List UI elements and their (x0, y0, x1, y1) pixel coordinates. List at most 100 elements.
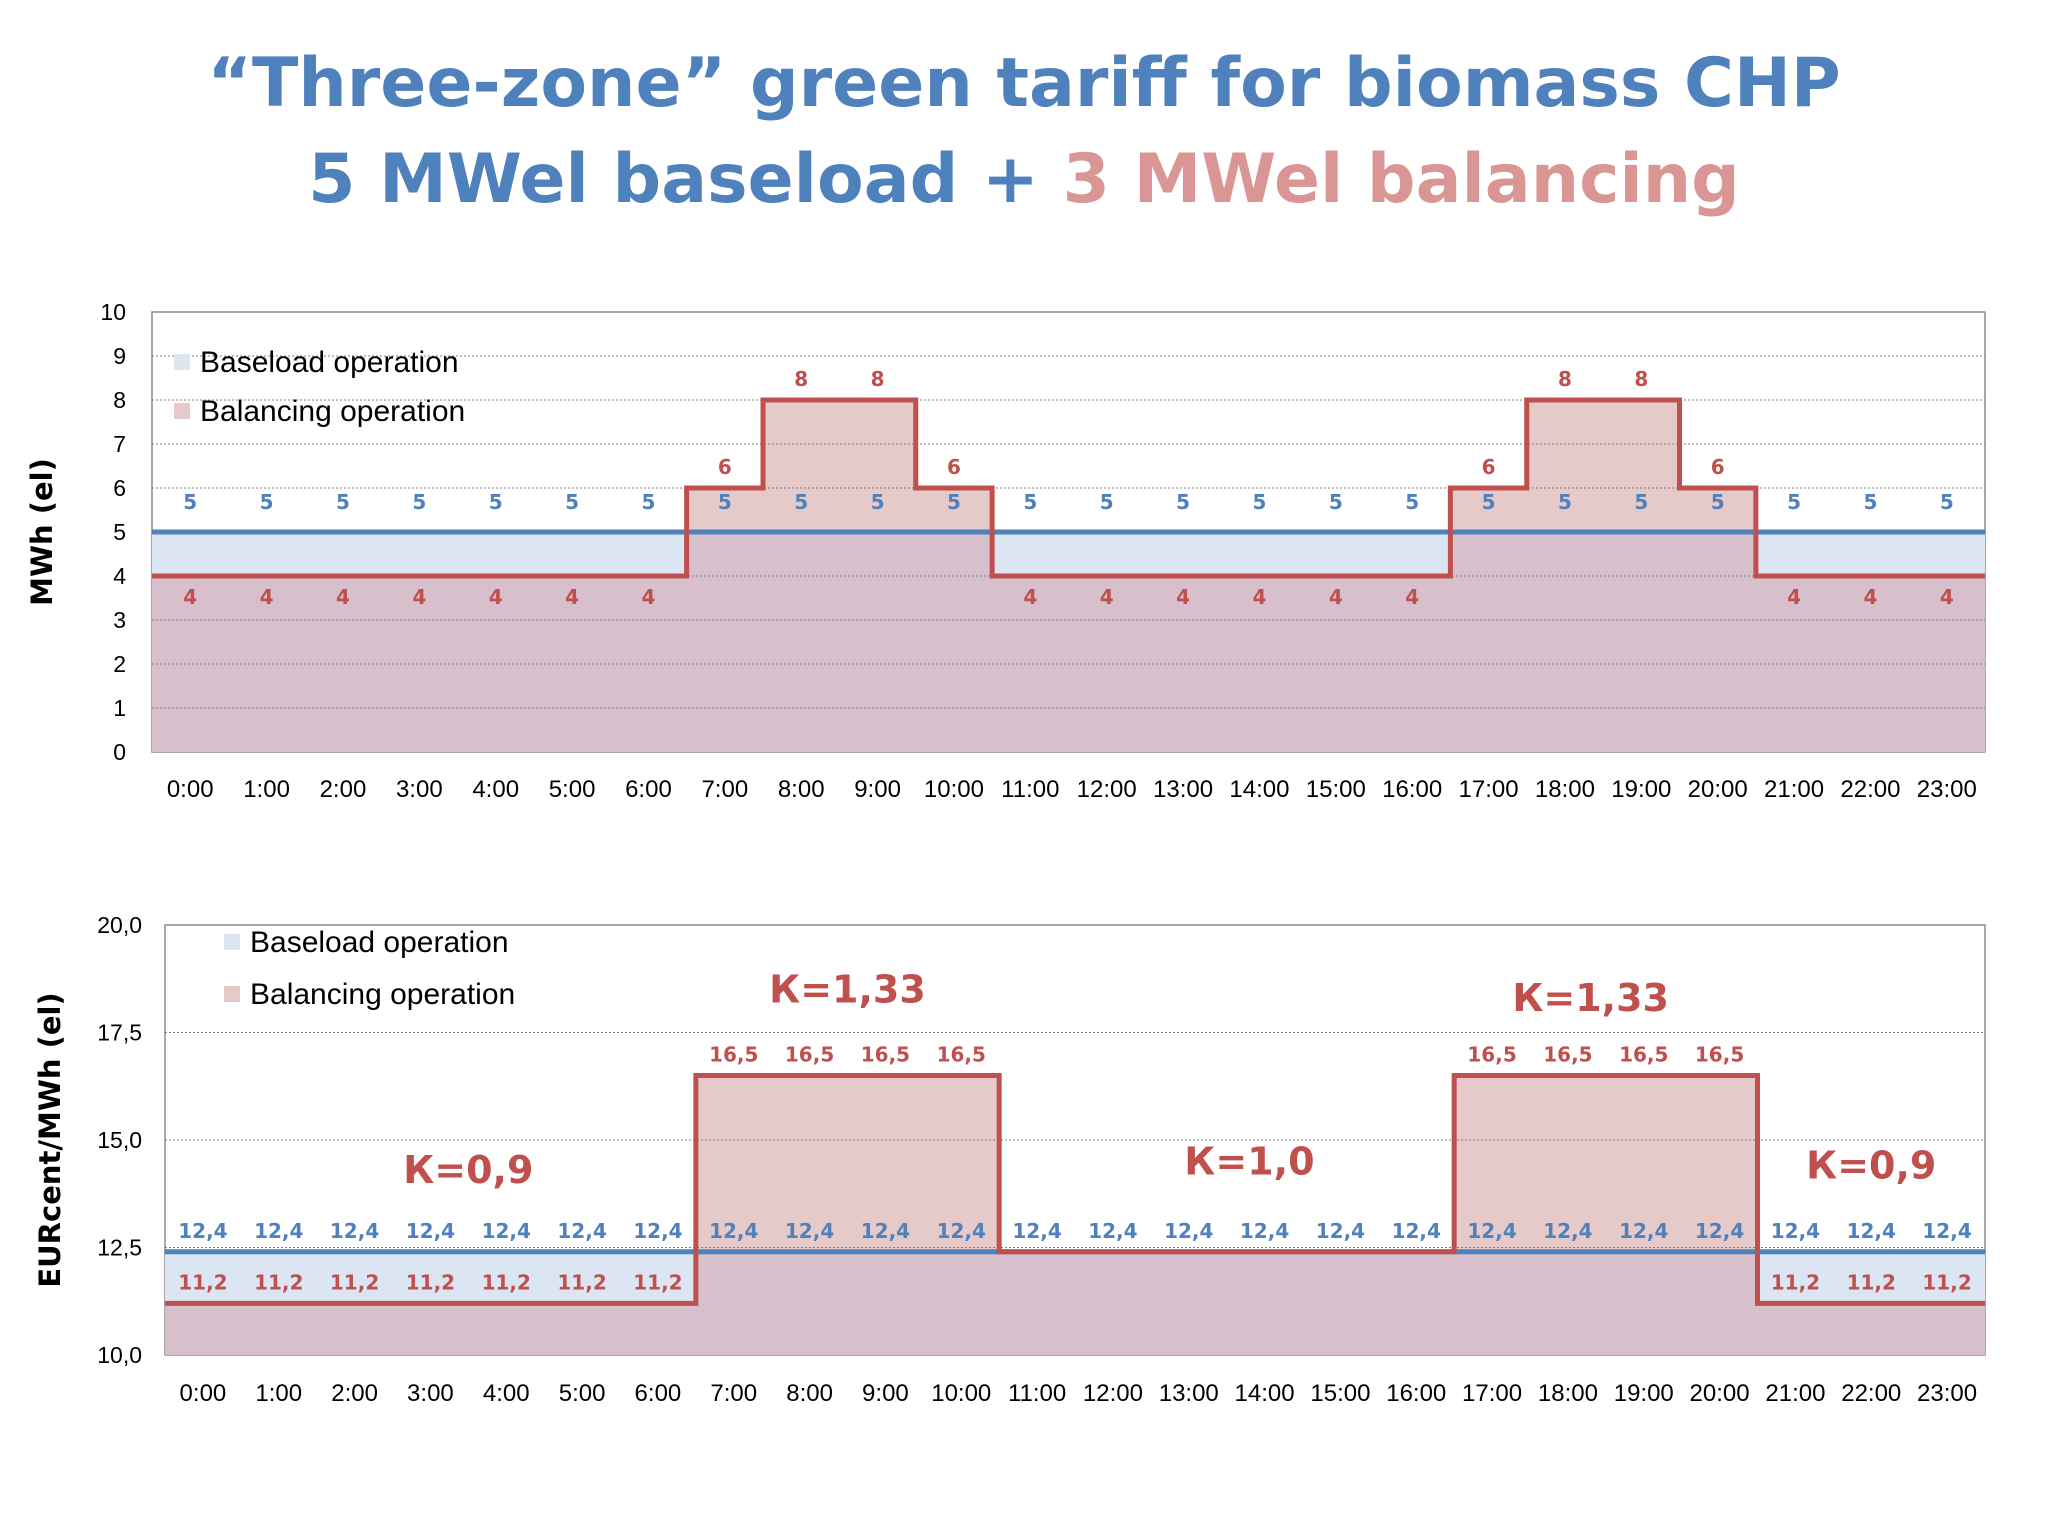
title-line-2: 5 MWel baseload + 3 MWel balancing (0, 132, 2048, 228)
mwh-y-tick-label: 6 (113, 475, 126, 501)
tariff-x-tick-label: 23:00 (1917, 1380, 1977, 1407)
mwh-balancing-data-label: 8 (871, 367, 885, 391)
tariff-k-coefficient-label: К=1,0 (1184, 1139, 1314, 1183)
mwh-x-tick-label: 18:00 (1535, 776, 1595, 803)
tariff-y-tick-label: 12,5 (97, 1235, 142, 1261)
tariff-baseload-data-label: 12,4 (1619, 1219, 1668, 1243)
tariff-y-tick-label: 15,0 (97, 1127, 142, 1153)
mwh-x-tick-label: 19:00 (1611, 776, 1671, 803)
mwh-y-axis-label: MWh (el) (25, 458, 59, 606)
mwh-y-tick-label: 3 (113, 607, 126, 633)
tariff-baseload-data-label: 12,4 (557, 1219, 606, 1243)
mwh-y-tick-label: 8 (113, 387, 126, 413)
tariff-balancing-data-label: 16,5 (937, 1043, 986, 1067)
mwh-balancing-data-label: 4 (489, 585, 503, 609)
tariff-x-tick-label: 17:00 (1462, 1380, 1522, 1407)
mwh-x-tick-label: 20:00 (1688, 776, 1748, 803)
tariff-overlap-area (165, 1251, 1985, 1355)
mwh-x-tick-label: 23:00 (1917, 776, 1977, 803)
tariff-baseload-data-label: 12,4 (1467, 1219, 1516, 1243)
tariff-baseload-data-label: 12,4 (178, 1219, 227, 1243)
tariff-baseload-data-label: 12,4 (254, 1219, 303, 1243)
tariff-x-tick-label: 6:00 (635, 1380, 682, 1407)
mwh-baseload-data-label: 5 (489, 490, 503, 514)
mwh-baseload-data-label: 5 (641, 490, 655, 514)
tariff-x-tick-label: 4:00 (483, 1380, 530, 1407)
tariff-baseload-data-label: 12,4 (633, 1219, 682, 1243)
tariff-balancing-data-label: 16,5 (709, 1043, 758, 1067)
tariff-y-tick-label: 10,0 (97, 1342, 142, 1368)
tariff-x-tick-label: 22:00 (1841, 1380, 1901, 1407)
mwh-y-tick-label: 10 (100, 299, 126, 325)
tariff-x-tick-label: 3:00 (407, 1380, 454, 1407)
title-line-1: “Three-zone” green tariff for biomass CH… (207, 44, 1841, 123)
tariff-balancing-data-label: 16,5 (785, 1043, 834, 1067)
mwh-x-tick-label: 9:00 (854, 776, 901, 803)
tariff-x-tick-label: 8:00 (786, 1380, 833, 1407)
mwh-baseload-data-label: 5 (1787, 490, 1801, 514)
tariff-baseload-data-label: 12,4 (406, 1219, 455, 1243)
mwh-balancing-data-label: 4 (1252, 585, 1266, 609)
mwh-overlap-area (152, 532, 1985, 752)
mwh-legend-swatch (174, 354, 190, 370)
mwh-balancing-data-label: 6 (947, 455, 961, 479)
tariff-balancing-data-label: 11,2 (557, 1270, 606, 1294)
tariff-baseload-data-label: 12,4 (1012, 1219, 1061, 1243)
mwh-x-tick-label: 17:00 (1459, 776, 1519, 803)
tariff-y-axis-label: EURcent/MWh (el) (33, 992, 67, 1287)
tariff-x-tick-label: 14:00 (1235, 1380, 1295, 1407)
tariff-legend-swatch (224, 934, 240, 950)
mwh-x-tick-label: 7:00 (701, 776, 748, 803)
tariff-x-tick-label: 13:00 (1159, 1380, 1219, 1407)
mwh-x-tick-label: 5:00 (549, 776, 596, 803)
mwh-baseload-data-label: 5 (565, 490, 579, 514)
mwh-y-tick-label: 7 (113, 431, 126, 457)
mwh-balancing-data-label: 8 (1634, 367, 1648, 391)
mwh-balancing-line (152, 397, 1985, 579)
tariff-x-tick-label: 19:00 (1614, 1380, 1674, 1407)
mwh-balancing-data-label: 4 (1787, 585, 1801, 609)
mwh-balancing-data-label: 6 (1482, 455, 1496, 479)
tariff-x-tick-label: 2:00 (331, 1380, 378, 1407)
mwh-baseload-data-label: 5 (1023, 490, 1037, 514)
tariff-balancing-data-label: 11,2 (1771, 1270, 1820, 1294)
mwh-baseload-data-label: 5 (1252, 490, 1266, 514)
tariff-baseload-data-label: 12,4 (1695, 1219, 1744, 1243)
mwh-x-tick-label: 15:00 (1306, 776, 1366, 803)
mwh-x-tick-label: 12:00 (1077, 776, 1137, 803)
mwh-balancing-data-label: 6 (1711, 455, 1725, 479)
mwh-x-tick-label: 8:00 (778, 776, 825, 803)
title-baseload-part: 5 MWel baseload + (308, 140, 1063, 219)
mwh-baseload-data-label: 5 (1100, 490, 1114, 514)
tariff-baseload-data-label: 12,4 (1543, 1219, 1592, 1243)
tariff-y-tick-label: 20,0 (97, 912, 142, 938)
mwh-baseload-data-label: 5 (794, 490, 808, 514)
tariff-balancing-data-label: 11,2 (406, 1270, 455, 1294)
mwh-x-tick-label: 11:00 (1001, 776, 1059, 803)
mwh-x-tick-label: 1:00 (243, 776, 290, 803)
mwh-balancing-data-label: 4 (565, 585, 579, 609)
mwh-baseload-data-label: 5 (1558, 490, 1572, 514)
tariff-balancing-data-label: 16,5 (1695, 1043, 1744, 1067)
tariff-k-coefficient-label: К=0,9 (403, 1148, 533, 1192)
slide-title: “Three-zone” green tariff for biomass CH… (0, 36, 2048, 228)
mwh-balancing-data-label: 4 (1100, 585, 1114, 609)
mwh-baseload-data-label: 5 (1863, 490, 1877, 514)
mwh-balancing-data-label: 4 (412, 585, 426, 609)
tariff-legend-label: Balancing operation (250, 978, 515, 1011)
tariff-baseload-data-label: 12,4 (482, 1219, 531, 1243)
tariff-baseload-data-label: 12,4 (1771, 1219, 1820, 1243)
tariff-baseload-data-label: 12,4 (709, 1219, 758, 1243)
mwh-baseload-data-label: 5 (871, 490, 885, 514)
mwh-x-tick-label: 2:00 (320, 776, 367, 803)
tariff-baseload-data-label: 12,4 (1847, 1219, 1896, 1243)
mwh-baseload-data-label: 5 (1711, 490, 1725, 514)
tariff-baseload-data-label: 12,4 (861, 1219, 910, 1243)
tariff-x-tick-label: 18:00 (1538, 1380, 1598, 1407)
tariff-balancing-data-label: 11,2 (482, 1270, 531, 1294)
mwh-balancing-data-label: 8 (1558, 367, 1572, 391)
mwh-baseload-data-label: 5 (1482, 490, 1496, 514)
mwh-baseload-data-label: 5 (1405, 490, 1419, 514)
tariff-balancing-data-label: 16,5 (1467, 1043, 1516, 1067)
